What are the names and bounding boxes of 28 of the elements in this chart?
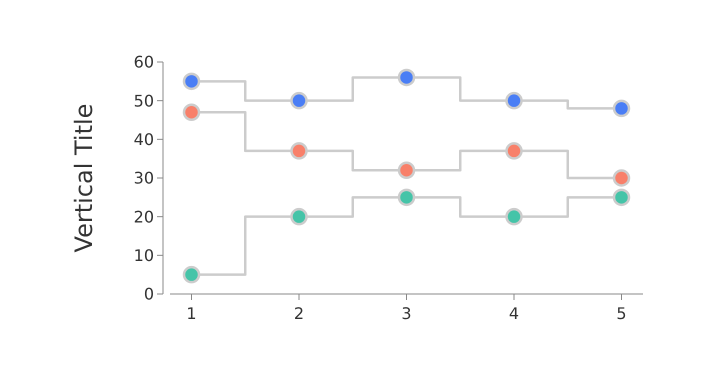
point [612, 169, 630, 187]
y-tick-label: 40 [134, 130, 154, 149]
point [290, 92, 308, 110]
point [182, 104, 200, 122]
point [290, 142, 308, 160]
x-tick-label: 3 [401, 304, 412, 323]
y-tick-label: 50 [134, 91, 154, 110]
point [290, 208, 308, 226]
x-tick-label: 4 [508, 304, 520, 323]
point [505, 92, 523, 110]
x-tick-label: 2 [294, 304, 304, 323]
y-tick-label: 60 [134, 52, 154, 72]
point [505, 142, 523, 160]
point [612, 188, 630, 206]
x-tick-label: 5 [616, 304, 627, 323]
point [398, 162, 416, 180]
point [182, 72, 200, 90]
point [398, 188, 416, 206]
point [505, 208, 523, 226]
point [182, 266, 200, 284]
y-tick-label: 20 [134, 207, 154, 226]
x-tick-label: 1 [186, 304, 197, 323]
y-tick-label: 30 [134, 168, 154, 188]
point [612, 100, 630, 118]
y-tick-label: 10 [134, 246, 154, 265]
y-tick-label: 0 [144, 284, 154, 304]
point [398, 68, 416, 86]
y-axis-title: Vertical Title [70, 104, 98, 252]
